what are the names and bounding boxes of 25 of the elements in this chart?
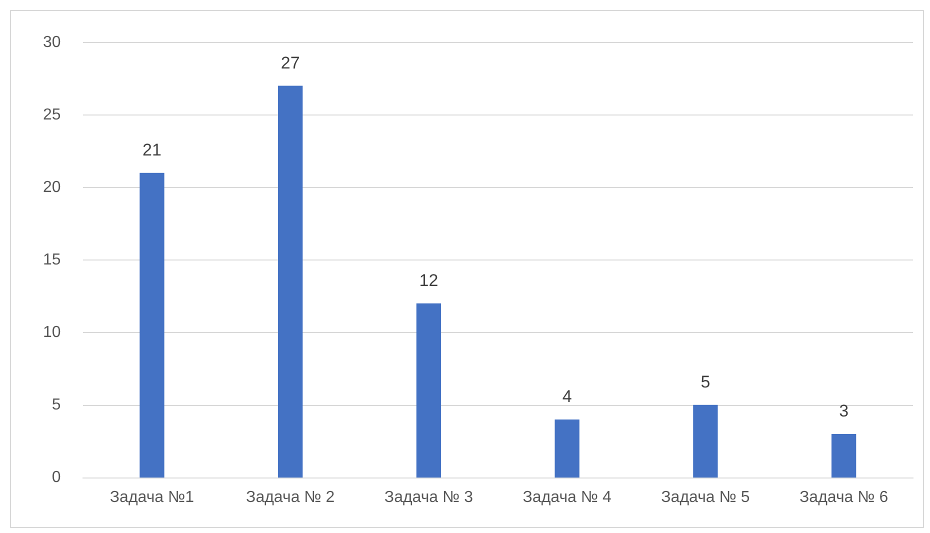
y-tick-label: 20 bbox=[43, 179, 61, 196]
x-tick-label: Задача №1 bbox=[110, 488, 194, 506]
x-tick-label: Задача № 4 bbox=[522, 488, 612, 506]
bar bbox=[416, 303, 442, 478]
bar bbox=[554, 419, 580, 478]
data-label: 3 bbox=[839, 401, 849, 420]
y-tick-label: 25 bbox=[43, 106, 61, 124]
y-tick-label: 15 bbox=[43, 252, 61, 269]
data-label: 5 bbox=[700, 372, 710, 392]
y-tick-label: 0 bbox=[52, 469, 61, 486]
data-label: 12 bbox=[419, 270, 438, 290]
bar bbox=[693, 404, 718, 478]
x-tick-label: Задача № 5 bbox=[661, 488, 750, 506]
bar bbox=[140, 172, 164, 478]
bar bbox=[831, 434, 856, 478]
data-label: 27 bbox=[280, 53, 300, 72]
data-label: 4 bbox=[562, 386, 572, 406]
x-tick-label: Задача № 3 bbox=[384, 488, 474, 506]
y-tick-label: 5 bbox=[52, 396, 61, 414]
x-tick-label: Задача № 2 bbox=[246, 488, 335, 506]
x-tick-label: Задача № 6 bbox=[799, 488, 888, 506]
data-label: 21 bbox=[142, 140, 162, 160]
bar bbox=[278, 86, 303, 478]
y-tick-label: 10 bbox=[43, 324, 61, 342]
y-tick-label: 30 bbox=[43, 34, 61, 52]
